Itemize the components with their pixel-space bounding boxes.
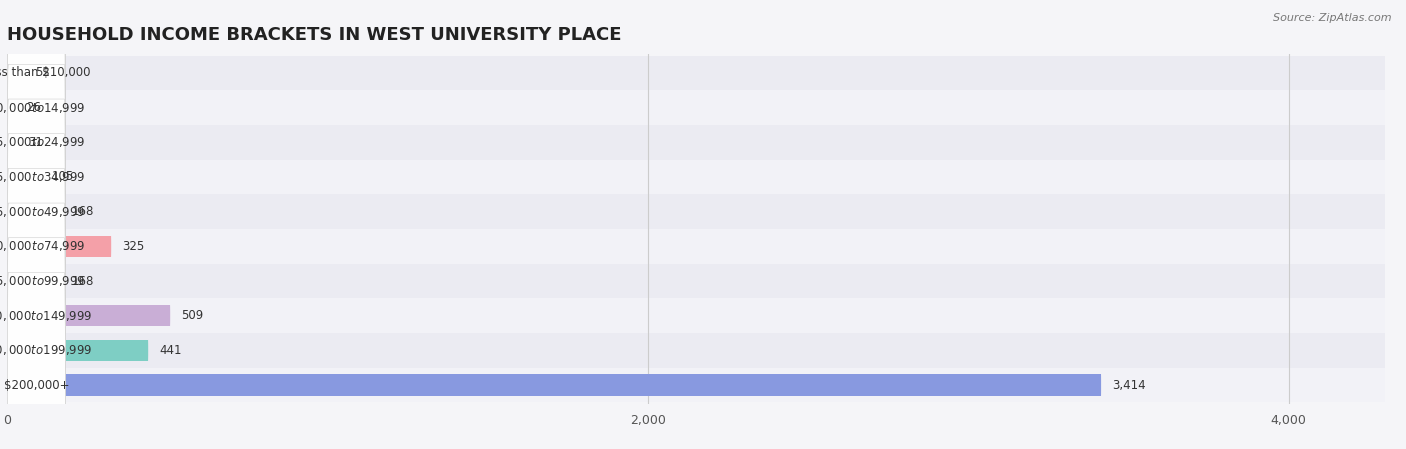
Text: 325: 325	[122, 240, 145, 253]
Bar	[7, 62, 24, 84]
Text: 31: 31	[28, 136, 44, 149]
Bar	[7, 374, 1101, 396]
FancyBboxPatch shape	[7, 64, 65, 290]
Text: 509: 509	[181, 309, 204, 322]
Text: Less than $10,000: Less than $10,000	[0, 66, 90, 79]
Text: 441: 441	[159, 344, 181, 357]
FancyBboxPatch shape	[7, 0, 65, 185]
Text: 168: 168	[72, 274, 94, 287]
FancyBboxPatch shape	[7, 30, 65, 255]
Bar	[7, 160, 1385, 194]
Text: 52: 52	[35, 66, 49, 79]
Text: $50,000 to $74,999: $50,000 to $74,999	[0, 239, 86, 253]
Text: Source: ZipAtlas.com: Source: ZipAtlas.com	[1274, 13, 1392, 23]
FancyBboxPatch shape	[7, 273, 65, 449]
Text: $25,000 to $34,999: $25,000 to $34,999	[0, 170, 86, 184]
Bar	[7, 333, 1385, 368]
FancyBboxPatch shape	[7, 134, 65, 359]
Bar	[7, 201, 60, 222]
FancyBboxPatch shape	[7, 238, 65, 449]
Text: $35,000 to $49,999: $35,000 to $49,999	[0, 205, 86, 219]
Bar	[7, 264, 1385, 298]
Text: 168: 168	[72, 205, 94, 218]
Bar	[7, 97, 15, 119]
Text: $10,000 to $14,999: $10,000 to $14,999	[0, 101, 86, 114]
Bar	[7, 56, 1385, 90]
FancyBboxPatch shape	[7, 168, 65, 394]
Bar	[7, 125, 1385, 160]
FancyBboxPatch shape	[7, 0, 65, 220]
Text: $15,000 to $24,999: $15,000 to $24,999	[0, 135, 86, 150]
Bar	[7, 298, 1385, 333]
Bar	[7, 339, 149, 361]
Bar	[7, 305, 170, 326]
Text: $75,000 to $99,999: $75,000 to $99,999	[0, 274, 86, 288]
Text: $150,000 to $199,999: $150,000 to $199,999	[0, 343, 93, 357]
Bar	[7, 90, 1385, 125]
Text: $100,000 to $149,999: $100,000 to $149,999	[0, 308, 93, 323]
Bar	[7, 229, 1385, 264]
Bar	[7, 368, 1385, 402]
Bar	[7, 132, 17, 153]
Text: $200,000+: $200,000+	[4, 379, 69, 392]
Bar	[7, 270, 60, 292]
FancyBboxPatch shape	[7, 203, 65, 428]
Text: 105: 105	[52, 171, 75, 184]
Bar	[7, 236, 111, 257]
Text: HOUSEHOLD INCOME BRACKETS IN WEST UNIVERSITY PLACE: HOUSEHOLD INCOME BRACKETS IN WEST UNIVER…	[7, 26, 621, 44]
Bar	[7, 194, 1385, 229]
Text: 26: 26	[27, 101, 42, 114]
Bar	[7, 166, 41, 188]
FancyBboxPatch shape	[7, 99, 65, 324]
Text: 3,414: 3,414	[1112, 379, 1146, 392]
